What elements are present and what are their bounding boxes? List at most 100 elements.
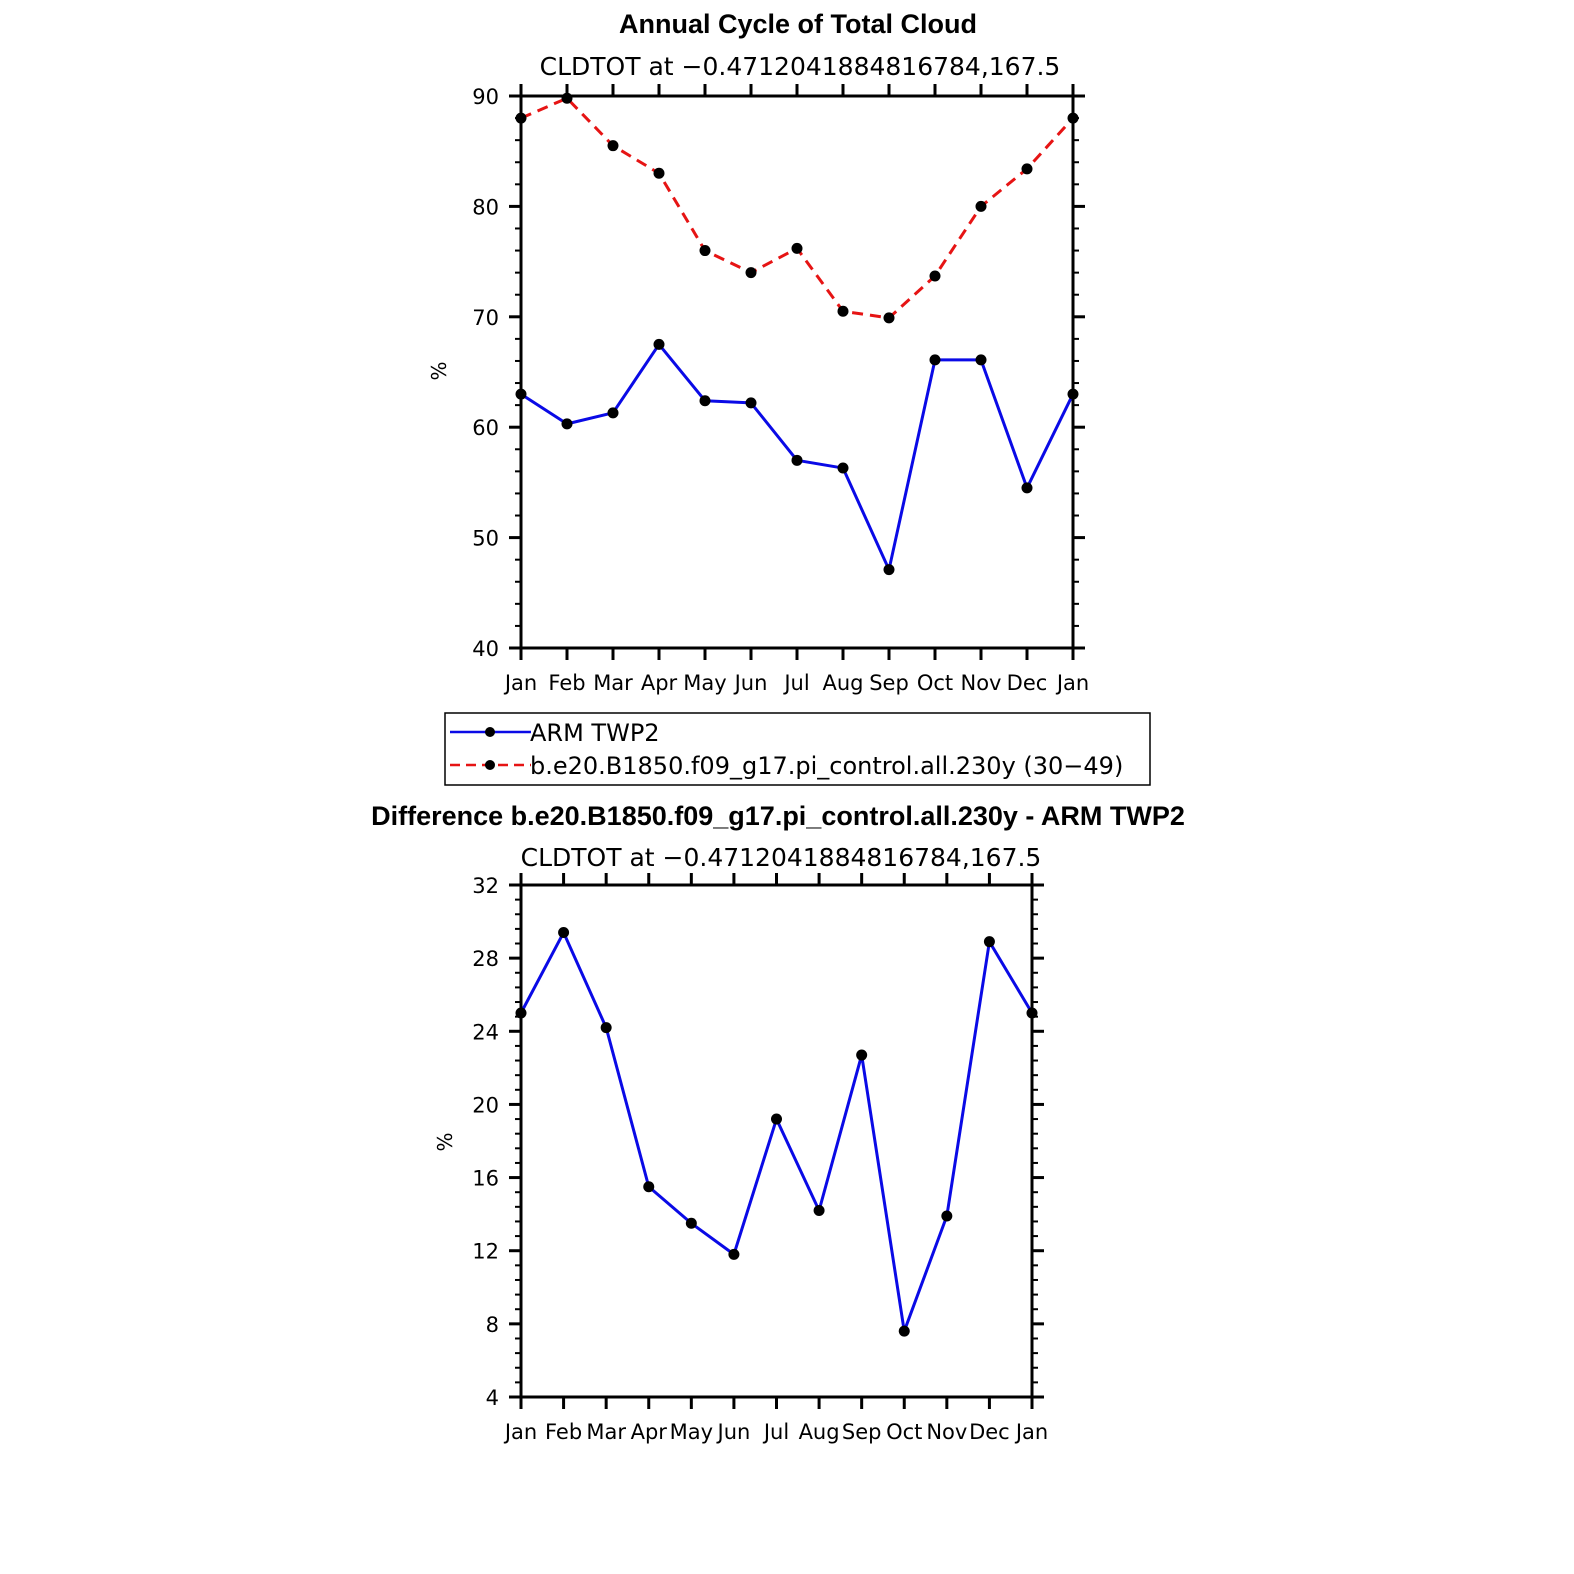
data-point xyxy=(515,1007,527,1019)
y-tick-label: 12 xyxy=(472,1240,499,1264)
series-line-0 xyxy=(519,931,1034,1333)
x-tick-label: Jul xyxy=(782,671,809,695)
data-point xyxy=(643,1181,655,1193)
x-tick-label: Nov xyxy=(961,671,1002,695)
data-point xyxy=(515,112,527,124)
data-point xyxy=(561,418,573,430)
data-point xyxy=(745,267,757,279)
data-point xyxy=(813,1204,825,1216)
x-tick-label: Jun xyxy=(733,671,768,695)
data-point xyxy=(837,462,849,474)
y-tick-label: 32 xyxy=(472,874,499,898)
data-point xyxy=(699,245,711,257)
data-point xyxy=(898,1325,910,1337)
x-tick-label: Jan xyxy=(503,1420,537,1444)
annual-cycle-panel: Annual Cycle of Total Cloud CLDTOT at −0… xyxy=(427,9,1089,695)
data-point xyxy=(837,305,849,317)
data-point xyxy=(929,270,941,282)
x-tick-label: Jun xyxy=(716,1420,751,1444)
legend-entry-obs: ARM TWP2 xyxy=(450,719,660,747)
plot-frame xyxy=(519,883,1034,1399)
x-tick-label: Oct xyxy=(917,671,953,695)
data-point xyxy=(728,1248,740,1260)
y-tick-label: 16 xyxy=(472,1167,499,1191)
plot-frame xyxy=(519,94,1075,650)
data-point xyxy=(983,936,995,948)
y-tick-label: 60 xyxy=(472,416,499,440)
y-tick-label: 28 xyxy=(472,947,499,971)
y-tick-label: 20 xyxy=(472,1093,499,1117)
data-point xyxy=(791,242,803,254)
x-tick-label: Jan xyxy=(1055,671,1089,695)
data-point xyxy=(745,397,757,409)
chart-subtitle: CLDTOT at −0.4712041884816784,167.5 xyxy=(540,52,1061,81)
x-tick-label: Oct xyxy=(886,1420,922,1444)
chart-title: Difference b.e20.B1850.f09_g17.pi_contro… xyxy=(371,801,1185,831)
series-line-1 xyxy=(520,96,1075,320)
data-point xyxy=(1021,482,1033,494)
data-point xyxy=(561,92,573,104)
data-point xyxy=(975,354,987,366)
data-point xyxy=(791,454,803,466)
data-point xyxy=(653,167,665,179)
y-tick-label: 70 xyxy=(472,306,499,330)
y-tick-label: 50 xyxy=(472,527,499,551)
plot-area: Jan Feb Mar Apr May Jun Jul Aug Sep Oct Nov Dec Jan4… xyxy=(472,84,1089,695)
x-tick-label: Feb xyxy=(548,671,585,695)
data-point xyxy=(1067,388,1079,400)
x-tick-label: Apr xyxy=(631,1420,668,1444)
x-tick-label: Aug xyxy=(799,1420,840,1444)
chart-subtitle: CLDTOT at −0.4712041884816784,167.5 xyxy=(521,843,1042,872)
legend-box xyxy=(444,712,1151,786)
legend: ARM TWP2 b.e20.B1850.f09_g17.pi_control.… xyxy=(444,712,1151,786)
y-tick-label: 4 xyxy=(486,1386,499,1410)
data-point xyxy=(558,927,570,939)
x-tick-label: Jul xyxy=(762,1420,789,1444)
plot-area: Jan Feb Mar Apr May Jun Jul Aug Sep Oct Nov Dec Jan4… xyxy=(472,873,1048,1444)
data-point xyxy=(975,200,987,212)
data-point xyxy=(515,388,527,400)
data-point xyxy=(607,407,619,419)
data-point xyxy=(856,1049,868,1061)
y-tick-label: 90 xyxy=(472,85,499,109)
legend-label: ARM TWP2 xyxy=(530,719,660,747)
y-tick-label: 80 xyxy=(472,195,499,219)
x-tick-label: Sep xyxy=(869,671,909,695)
legend-label: b.e20.B1850.f09_g17.pi_control.all.230y … xyxy=(530,752,1123,780)
data-point xyxy=(1067,112,1079,124)
data-point xyxy=(941,1210,953,1222)
y-axis-label: % xyxy=(427,361,451,380)
y-tick-label: 40 xyxy=(472,637,499,661)
x-tick-label: May xyxy=(670,1420,713,1444)
x-tick-label: Apr xyxy=(641,671,678,695)
data-point xyxy=(929,354,941,366)
x-tick-label: Mar xyxy=(593,671,633,695)
x-tick-label: Dec xyxy=(969,1420,1010,1444)
data-point xyxy=(600,1022,612,1034)
data-point xyxy=(685,1217,697,1229)
difference-panel: Difference b.e20.B1850.f09_g17.pi_contro… xyxy=(371,801,1185,1444)
y-tick-label: 24 xyxy=(472,1020,499,1044)
x-tick-label: Feb xyxy=(545,1420,582,1444)
legend-swatch-marker xyxy=(485,760,495,770)
x-tick-label: Jan xyxy=(503,671,537,695)
x-tick-label: Sep xyxy=(842,1420,882,1444)
legend-entry-model: b.e20.B1850.f09_g17.pi_control.all.230y … xyxy=(450,752,1123,780)
data-point xyxy=(1026,1007,1038,1019)
data-point xyxy=(771,1113,782,1125)
data-point xyxy=(1021,163,1033,175)
chart-title: Annual Cycle of Total Cloud xyxy=(619,9,977,39)
x-tick-label: Dec xyxy=(1007,671,1048,695)
x-tick-label: Mar xyxy=(586,1420,626,1444)
data-point xyxy=(653,338,665,350)
legend-swatch-marker xyxy=(485,727,495,737)
data-point xyxy=(699,395,711,407)
data-point xyxy=(607,140,619,152)
x-tick-label: Aug xyxy=(822,671,863,695)
x-tick-label: Nov xyxy=(926,1420,967,1444)
data-point xyxy=(883,564,895,576)
y-tick-label: 8 xyxy=(486,1313,499,1337)
data-point xyxy=(883,312,895,324)
x-tick-label: May xyxy=(683,671,726,695)
